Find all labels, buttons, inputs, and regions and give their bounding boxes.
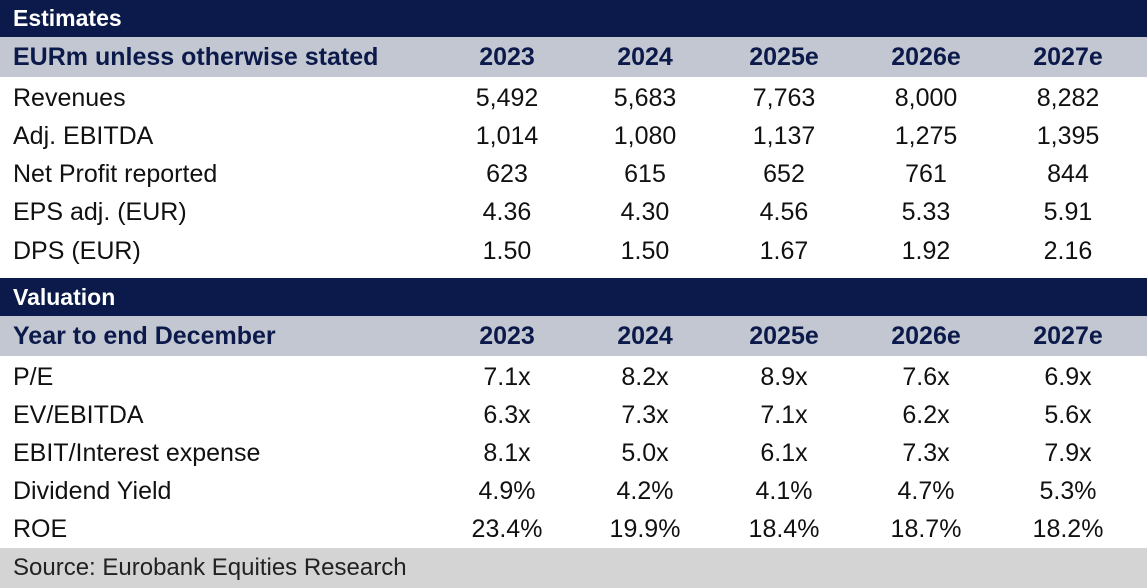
row-value: 7.3x bbox=[902, 438, 950, 467]
valuation-year-header: 2027e bbox=[1033, 321, 1103, 350]
row-label: EBIT/Interest expense bbox=[13, 438, 261, 467]
row-label: EV/EBITDA bbox=[13, 400, 144, 429]
row-value: 7.3x bbox=[621, 400, 669, 429]
row-value: 5.91 bbox=[1043, 197, 1093, 226]
row-value: 1.50 bbox=[482, 236, 532, 265]
row-value: 18.4% bbox=[748, 514, 820, 543]
estimates-column-header-row: EURm unless otherwise stated 2023 2024 2… bbox=[0, 37, 1147, 77]
row-value: 4.30 bbox=[620, 197, 670, 226]
estimates-row-net-profit: Net Profit reported 623 615 652 761 844 bbox=[0, 155, 1147, 193]
row-value: 4.7% bbox=[897, 476, 955, 505]
row-value: 1,395 bbox=[1036, 121, 1100, 150]
valuation-section-header: Valuation bbox=[0, 278, 1147, 316]
row-value: 652 bbox=[763, 159, 805, 188]
row-value: 8.1x bbox=[483, 438, 531, 467]
row-value: 1,014 bbox=[475, 121, 539, 150]
row-value: 6.9x bbox=[1044, 362, 1092, 391]
row-value: 4.2% bbox=[616, 476, 674, 505]
valuation-row-roe: ROE 23.4% 19.9% 18.4% 18.7% 18.2% bbox=[0, 510, 1147, 548]
valuation-header-label: Year to end December bbox=[13, 321, 276, 350]
row-value: 7.6x bbox=[902, 362, 950, 391]
row-value: 5,683 bbox=[613, 83, 677, 112]
row-value: 7.1x bbox=[760, 400, 808, 429]
row-value: 8.9x bbox=[760, 362, 808, 391]
row-value: 5.6x bbox=[1044, 400, 1092, 429]
row-value: 615 bbox=[624, 159, 666, 188]
row-value: 7,763 bbox=[752, 83, 816, 112]
row-value: 1.92 bbox=[901, 236, 951, 265]
source-note: Source: Eurobank Equities Research bbox=[13, 554, 407, 581]
row-value: 1,137 bbox=[752, 121, 816, 150]
row-value: 18.7% bbox=[890, 514, 962, 543]
estimates-section-title: Estimates bbox=[13, 5, 122, 31]
estimates-year-header: 2024 bbox=[617, 42, 673, 71]
row-value: 8,282 bbox=[1036, 83, 1100, 112]
row-label: Dividend Yield bbox=[13, 476, 172, 505]
row-value: 7.1x bbox=[483, 362, 531, 391]
row-value: 1,080 bbox=[613, 121, 677, 150]
row-value: 4.1% bbox=[755, 476, 813, 505]
row-value: 5.3% bbox=[1039, 476, 1097, 505]
row-label: ROE bbox=[13, 514, 68, 543]
row-value: 5.0x bbox=[621, 438, 669, 467]
row-label: P/E bbox=[13, 362, 54, 391]
estimates-year-header: 2025e bbox=[749, 42, 819, 71]
row-value: 4.56 bbox=[759, 197, 809, 226]
valuation-year-header: 2023 bbox=[479, 321, 535, 350]
row-value: 5,492 bbox=[475, 83, 539, 112]
source-footer: Source: Eurobank Equities Research bbox=[0, 548, 1147, 588]
row-label: DPS (EUR) bbox=[13, 236, 141, 265]
row-value: 8.2x bbox=[621, 362, 669, 391]
valuation-year-header: 2025e bbox=[749, 321, 819, 350]
valuation-row-ebit-interest: EBIT/Interest expense 8.1x 5.0x 6.1x 7.3… bbox=[0, 434, 1147, 472]
row-value: 8,000 bbox=[894, 83, 958, 112]
estimates-header-label: EURm unless otherwise stated bbox=[13, 42, 379, 71]
row-value: 623 bbox=[486, 159, 528, 188]
row-value: 4.9% bbox=[478, 476, 536, 505]
row-value: 844 bbox=[1047, 159, 1089, 188]
row-value: 6.2x bbox=[902, 400, 950, 429]
row-value: 23.4% bbox=[471, 514, 543, 543]
row-value: 7.9x bbox=[1044, 438, 1092, 467]
row-value: 18.2% bbox=[1032, 514, 1104, 543]
estimates-year-header: 2023 bbox=[479, 42, 535, 71]
row-value: 6.1x bbox=[760, 438, 808, 467]
valuation-row-dividend-yield: Dividend Yield 4.9% 4.2% 4.1% 4.7% 5.3% bbox=[0, 472, 1147, 510]
valuation-column-header-row: Year to end December 2023 2024 2025e 202… bbox=[0, 316, 1147, 356]
row-value: 19.9% bbox=[609, 514, 681, 543]
row-value: 5.33 bbox=[901, 197, 951, 226]
row-value: 1.50 bbox=[620, 236, 670, 265]
estimates-row-dps: DPS (EUR) 1.50 1.50 1.67 1.92 2.16 bbox=[0, 231, 1147, 271]
row-label: Net Profit reported bbox=[13, 159, 218, 188]
valuation-year-header: 2024 bbox=[617, 321, 673, 350]
row-label: Adj. EBITDA bbox=[13, 121, 154, 150]
row-value: 6.3x bbox=[483, 400, 531, 429]
estimates-section-header: Estimates bbox=[0, 0, 1147, 37]
row-label: Revenues bbox=[13, 83, 126, 112]
row-value: 761 bbox=[905, 159, 947, 188]
row-value: 4.36 bbox=[482, 197, 532, 226]
valuation-row-pe: P/E 7.1x 8.2x 8.9x 7.6x 6.9x bbox=[0, 358, 1147, 396]
estimates-year-header: 2027e bbox=[1033, 42, 1103, 71]
valuation-section-title: Valuation bbox=[13, 283, 116, 310]
valuation-year-header: 2026e bbox=[891, 321, 961, 350]
row-value: 1,275 bbox=[894, 121, 958, 150]
valuation-row-ev-ebitda: EV/EBITDA 6.3x 7.3x 7.1x 6.2x 5.6x bbox=[0, 396, 1147, 434]
estimates-year-header: 2026e bbox=[891, 42, 961, 71]
row-value: 2.16 bbox=[1043, 236, 1093, 265]
estimates-row-revenues: Revenues 5,492 5,683 7,763 8,000 8,282 bbox=[0, 79, 1147, 117]
estimates-row-adj-ebitda: Adj. EBITDA 1,014 1,080 1,137 1,275 1,39… bbox=[0, 117, 1147, 155]
estimates-row-eps: EPS adj. (EUR) 4.36 4.30 4.56 5.33 5.91 bbox=[0, 193, 1147, 231]
row-label: EPS adj. (EUR) bbox=[13, 197, 187, 226]
row-value: 1.67 bbox=[759, 236, 809, 265]
